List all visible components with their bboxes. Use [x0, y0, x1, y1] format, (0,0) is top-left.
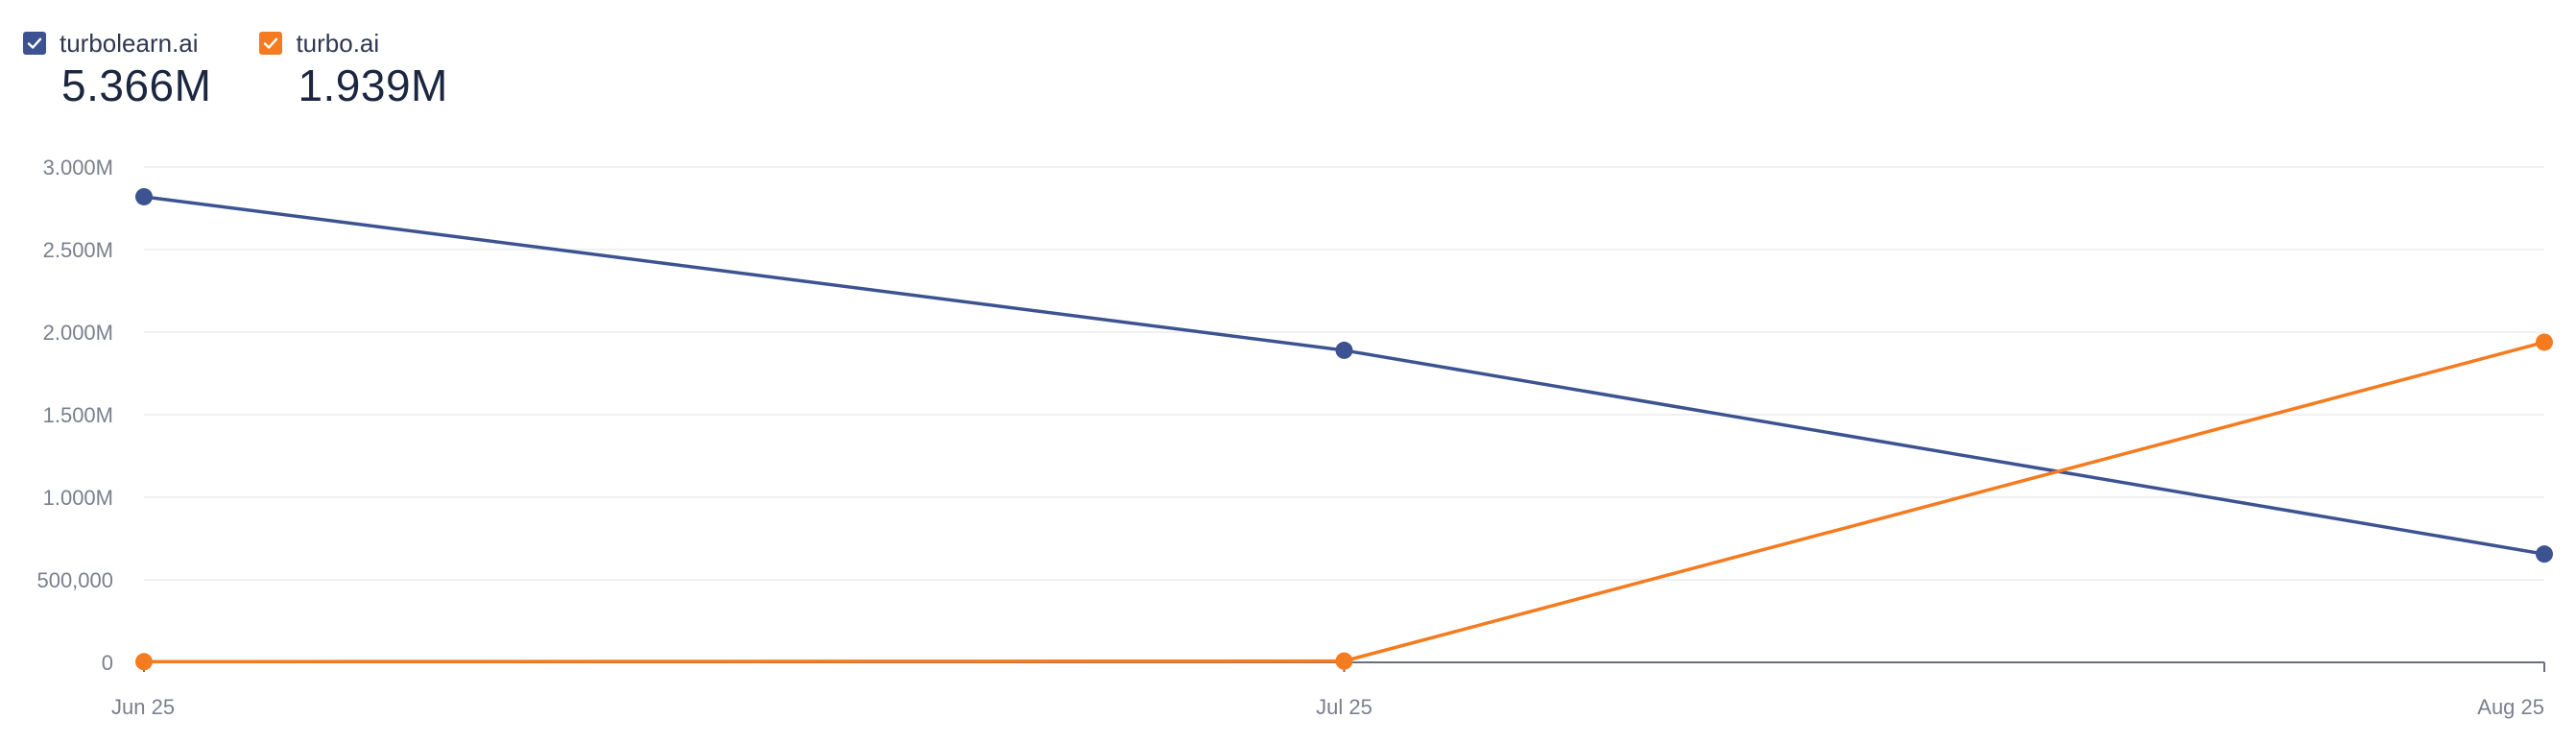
chart-legend: turbolearn.ai 5.366M turbo.ai 1.939M	[23, 27, 448, 111]
legend-series-total: 5.366M	[61, 60, 212, 110]
data-point-1-2	[2536, 333, 2553, 351]
data-point-1-0	[135, 653, 153, 671]
y-tick-label: 0	[102, 651, 113, 675]
x-axis-ticks: Jun 25 Jul 25 Aug 25	[111, 662, 2545, 719]
checkbox-checked-icon[interactable]	[23, 32, 46, 55]
y-tick-label: 500,000	[36, 568, 113, 592]
series-lines	[135, 187, 2553, 671]
y-tick-label: 1.000M	[43, 486, 113, 510]
y-tick-label: 2.500M	[43, 238, 113, 262]
y-tick-label: 3.000M	[43, 156, 113, 180]
y-tick-label: 2.000M	[43, 321, 113, 345]
data-point-0-0	[135, 187, 153, 205]
legend-item-turbolearn[interactable]: turbolearn.ai 5.366M	[23, 27, 211, 111]
x-tick-label: Aug 25	[2477, 695, 2544, 719]
y-axis-ticks: 0 500,000 1.000M 1.500M 2.000M 2.500M 3.000M	[36, 156, 113, 675]
legend-series-name: turbolearn.ai	[60, 29, 199, 58]
x-tick-label: Jul 25	[1316, 695, 1372, 719]
series-line-0	[143, 195, 2545, 556]
data-point-0-2	[2536, 545, 2553, 563]
data-point-1-1	[1335, 652, 1353, 670]
legend-series-name: turbo.ai	[296, 29, 380, 58]
data-point-0-1	[1335, 341, 1353, 359]
y-tick-label: 1.500M	[43, 403, 113, 427]
legend-item-turbo[interactable]: turbo.ai 1.939M	[259, 27, 447, 111]
legend-series-total: 1.939M	[298, 60, 448, 110]
checkbox-checked-icon[interactable]	[259, 32, 283, 55]
x-tick-label: Jun 25	[111, 695, 175, 719]
series-line-1	[143, 340, 2545, 664]
